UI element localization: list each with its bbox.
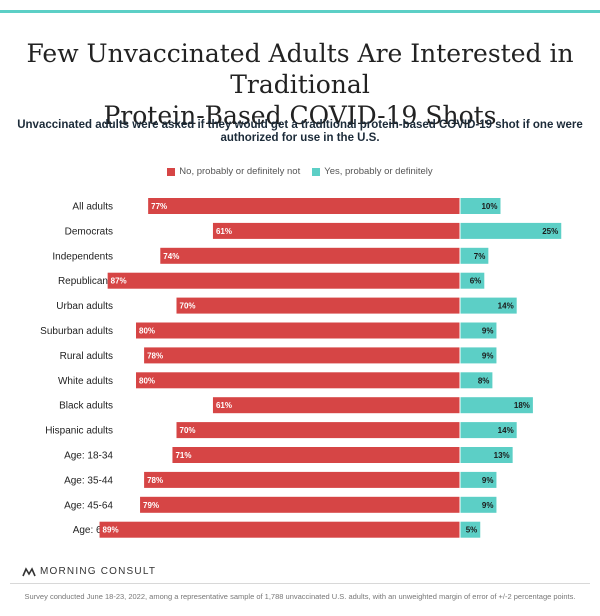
- bar-yes-age-65: [460, 521, 481, 538]
- bar-yes-urban-adults: [460, 297, 517, 314]
- bar-no-age-18-34: [172, 447, 460, 463]
- bar-yes-democrats: [460, 222, 562, 239]
- bar-yes-hispanic-adults: [460, 422, 517, 439]
- bar-yes-black-adults: [460, 397, 533, 414]
- brand-name: MORNING CONSULT: [40, 566, 157, 577]
- legend-label-yes: Yes, probably or definitely: [324, 166, 433, 177]
- data-label-no-age-35-44: 78%: [147, 476, 163, 485]
- data-label-no-age-65: 89%: [103, 526, 119, 535]
- chart-title-line-1: Few Unvaccinated Adults Are Interested i…: [26, 39, 574, 99]
- bar-yes-age-35-44: [460, 471, 497, 488]
- bar-no-independents: [160, 247, 461, 264]
- bar-no-black-adults: [212, 397, 460, 414]
- legend-swatch-yes: [312, 167, 321, 176]
- category-label-rural-adults: Rural adults: [60, 351, 113, 362]
- data-label-yes-age-45-64: 9%: [482, 501, 494, 510]
- data-label-no-hispanic-adults: 70%: [180, 426, 196, 435]
- bar-yes-white-adults: [460, 372, 493, 389]
- data-label-yes-democrats: 25%: [542, 227, 558, 236]
- bar-no-age-35-44: [144, 471, 460, 488]
- category-label-age-18-34: Age: 18-34: [64, 451, 113, 462]
- footnote: Survey conducted June 18-23, 2022, among…: [24, 592, 576, 601]
- chart-title: Few Unvaccinated Adults Are Interested i…: [0, 38, 600, 131]
- legend-item-no: No, probably or definitely not: [167, 166, 300, 177]
- legend-swatch-no: [167, 167, 176, 176]
- bar-no-republicans: [107, 272, 461, 289]
- bar-yes-rural-adults: [460, 347, 497, 364]
- bar-yes-republicans: [460, 272, 485, 289]
- category-label-age-45-64: Age: 45-64: [64, 500, 113, 511]
- legend-label-no: No, probably or definitely not: [179, 166, 301, 177]
- data-label-no-democrats: 61%: [216, 227, 232, 236]
- bar-yes-age-45-64: [460, 496, 497, 513]
- data-label-yes-white-adults: 8%: [478, 376, 490, 385]
- data-label-no-age-18-34: 71%: [175, 451, 191, 460]
- data-label-yes-age-35-44: 9%: [482, 476, 494, 485]
- bar-no-rural-adults: [144, 347, 460, 364]
- chart-title-line-2: Protein-Based COVID-19 Shots: [103, 101, 497, 130]
- diverging-bar-chart: All adults 77% 10% Democrats 61% 25% Independe…: [40, 196, 562, 540]
- data-label-no-urban-adults: 70%: [180, 302, 196, 311]
- bar-no-age-45-64: [140, 496, 461, 513]
- data-label-yes-rural-adults: 9%: [482, 351, 494, 360]
- data-label-yes-urban-adults: 14%: [498, 302, 514, 311]
- bar-yes-age-18-34: [460, 447, 513, 463]
- top-accent-bar: [0, 10, 600, 13]
- data-label-yes-black-adults: 18%: [514, 401, 530, 410]
- bar-no-democrats: [212, 222, 460, 239]
- data-label-no-black-adults: 61%: [216, 401, 232, 410]
- category-label-independents: Independents: [52, 251, 113, 262]
- morning-consult-mark-icon: [22, 566, 36, 576]
- data-label-yes-suburban-adults: 9%: [482, 327, 494, 336]
- bar-no-all-adults: [148, 198, 460, 214]
- data-label-yes-all-adults: 10%: [481, 202, 497, 211]
- bar-yes-independents: [460, 247, 489, 264]
- category-label-all-adults: All adults: [72, 202, 113, 213]
- category-label-hispanic-adults: Hispanic adults: [45, 426, 113, 437]
- category-label-white-adults: White adults: [58, 376, 113, 387]
- data-label-no-independents: 74%: [163, 252, 179, 261]
- bar-yes-suburban-adults: [460, 322, 497, 339]
- bar-no-urban-adults: [176, 297, 460, 314]
- data-label-yes-republicans: 6%: [470, 277, 482, 286]
- chart-subtitle: Unvaccinated adults were asked if they w…: [17, 119, 583, 144]
- legend-item-yes: Yes, probably or definitely: [312, 166, 433, 177]
- legend: No, probably or definitely not Yes, prob…: [0, 166, 600, 177]
- footer-divider: [10, 583, 590, 584]
- data-label-yes-age-65: 5%: [466, 526, 478, 535]
- data-label-no-all-adults: 77%: [151, 202, 167, 211]
- data-label-no-white-adults: 80%: [139, 376, 155, 385]
- category-label-black-adults: Black adults: [59, 401, 113, 412]
- category-label-republicans: Republicans: [58, 276, 113, 287]
- bar-no-white-adults: [136, 372, 460, 389]
- category-label-suburban-adults: Suburban adults: [40, 326, 113, 337]
- data-label-no-age-45-64: 79%: [143, 501, 159, 510]
- brand-logo: MORNING CONSULT: [22, 566, 156, 577]
- data-label-yes-age-18-34: 13%: [494, 451, 510, 460]
- data-label-no-republicans: 87%: [111, 277, 127, 286]
- category-label-democrats: Democrats: [65, 226, 113, 237]
- category-label-age-35-44: Age: 35-44: [64, 475, 113, 486]
- category-label-age-65: Age: 65+: [73, 525, 113, 536]
- category-label-urban-adults: Urban adults: [56, 301, 113, 312]
- data-label-yes-independents: 7%: [474, 252, 486, 261]
- data-label-no-suburban-adults: 80%: [139, 327, 155, 336]
- data-label-yes-hispanic-adults: 14%: [498, 426, 514, 435]
- bar-no-hispanic-adults: [176, 422, 460, 439]
- data-label-no-rural-adults: 78%: [147, 351, 163, 360]
- bar-no-suburban-adults: [136, 322, 460, 339]
- bar-yes-all-adults: [460, 198, 501, 214]
- bar-no-age-65: [99, 521, 461, 538]
